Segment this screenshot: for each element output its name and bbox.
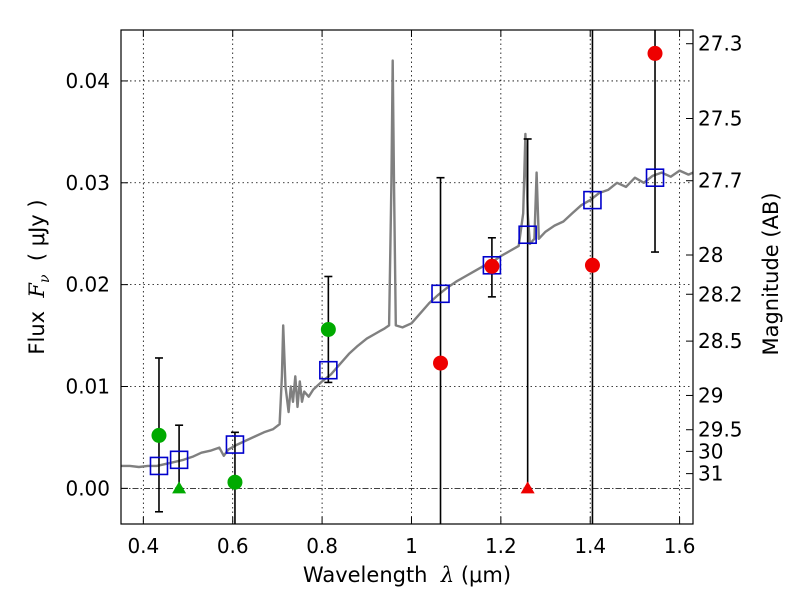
- x-axis-title-variable: λ: [440, 563, 454, 587]
- mag-tick-label: 27.7: [698, 169, 743, 193]
- mag-tick-label: 28.5: [698, 329, 743, 353]
- mag-tick-label: 30: [698, 439, 723, 463]
- x-tick-label: 0.8: [306, 534, 338, 558]
- mag-tick-label: 27.3: [698, 32, 743, 56]
- model-point: [319, 360, 338, 380]
- mag-tick-label: 28.2: [698, 282, 743, 306]
- model-point: [645, 168, 665, 187]
- mag-tick-label: 31: [698, 462, 723, 486]
- y-tick-label: 0.04: [65, 69, 110, 93]
- mag-tick-label: 28: [698, 243, 723, 267]
- x-axis-title: Wavelength λ (μm): [303, 563, 511, 587]
- model-point: [518, 225, 537, 245]
- x-axis-title-prefix: Wavelength: [303, 563, 441, 587]
- y-tick-label: 0.03: [65, 171, 110, 195]
- model-point: [431, 284, 450, 304]
- x-tick-label: 1.4: [574, 534, 606, 558]
- model-point: [583, 190, 602, 210]
- y-axis-title-unit: ( μJy ): [25, 199, 49, 274]
- mag-tick-label: 27.5: [698, 107, 743, 131]
- grid-lines: [121, 30, 693, 524]
- y-tick-label: 0.02: [65, 273, 110, 297]
- right-axis-title: Magnitude (AB): [759, 192, 783, 355]
- mag-tick-label: 29: [698, 383, 723, 407]
- plot-area: [121, 30, 694, 524]
- nir-upper-limit: [520, 481, 535, 494]
- x-tick-label: 1.2: [485, 534, 517, 558]
- y-axis-title-subscript: ν: [37, 274, 53, 283]
- y-axis-title-prefix: Flux: [25, 298, 49, 355]
- optical-point: [320, 321, 336, 337]
- model-point: [225, 435, 245, 454]
- optical-point: [227, 474, 243, 490]
- nir-point: [584, 257, 600, 273]
- y-axis-title-variable: F: [25, 282, 49, 299]
- nir-point: [484, 258, 500, 274]
- optical-upper-limit: [172, 481, 187, 494]
- x-tick-label: 1.6: [664, 534, 696, 558]
- axis-ticks: 0.4 0.6 0.8 1 1.2 1.4 1.6 0.00 0.01 0.02 0.03 0.04 2…: [65, 30, 743, 558]
- optical-point: [151, 427, 167, 443]
- nir-point: [433, 355, 449, 371]
- spectrum-line: [121, 59, 694, 469]
- x-tick-label: 0.4: [127, 534, 159, 558]
- plot-frame: [120, 29, 694, 525]
- y-axis-title: Flux Fν ( μJy ): [25, 199, 53, 354]
- x-tick-label: 0.6: [217, 534, 249, 558]
- x-axis-title-unit: (μm): [454, 563, 511, 587]
- model-point: [149, 456, 169, 476]
- y-tick-label: 0.01: [65, 374, 110, 398]
- model-point: [169, 450, 189, 470]
- x-tick-label: 1: [405, 534, 418, 558]
- mag-tick-label: 29.5: [698, 418, 743, 442]
- y-tick-label: 0.00: [65, 476, 110, 500]
- nir-point: [647, 45, 663, 61]
